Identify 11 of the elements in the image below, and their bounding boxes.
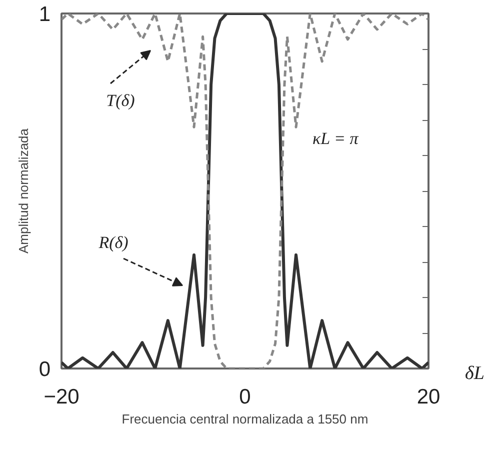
annotation: T(δ) — [106, 91, 136, 110]
x-tick-label: −20 — [44, 386, 80, 408]
y-axis-title: Amplitud normalizada — [16, 128, 31, 254]
text: δL — [465, 362, 484, 386]
annotation: κL = π — [312, 129, 359, 148]
y-tick-label: 1 — [38, 3, 51, 26]
line-series — [62, 14, 428, 368]
x-tick-label: 0 — [239, 386, 251, 408]
annotation: R(δ) — [98, 233, 129, 252]
x-axis-title: Frecuencia central normalizada a 1550 nm — [122, 412, 368, 426]
x-tick-label: 20 — [416, 386, 440, 408]
